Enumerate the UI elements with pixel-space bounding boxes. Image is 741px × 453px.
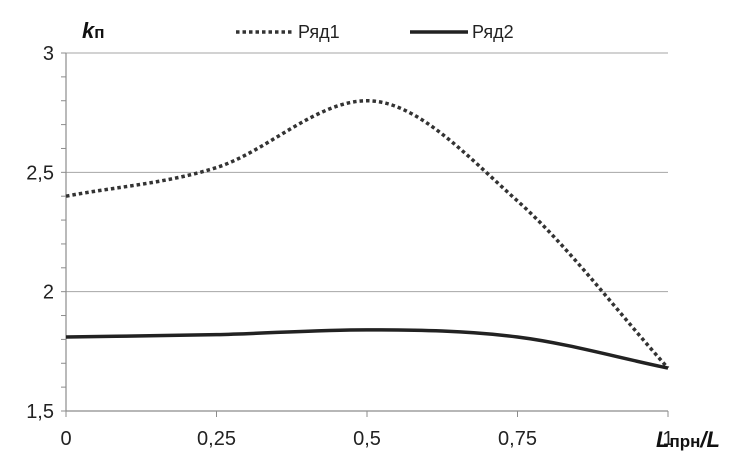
legend: Ряд1 Ряд2 [236,22,514,42]
x-axis-title: Lпрн/L [656,427,720,452]
axes [61,52,669,417]
x-tick-label: 0,5 [353,428,381,450]
x-tick-label: 1 [662,428,673,450]
y-axis-title: kп [82,18,105,43]
y-tick-label: 3 [43,43,54,65]
grid-lines [66,52,668,293]
x-tick-label: 0,25 [197,428,236,450]
series-line-1 [65,98,670,370]
y-tick-label: 2,5 [26,162,54,184]
y-tick-label: 2 [43,282,54,304]
series-lines [65,98,670,370]
legend-label-series-2: Ряд2 [472,22,514,42]
series-line-2 [65,328,669,370]
x-tick-label: 0,75 [498,428,537,450]
x-tick-label: 0 [60,428,71,450]
y-tick-label: 1,5 [26,401,54,423]
x-tick-labels: 0 0,25 0,5 0,75 1 [60,428,673,450]
legend-label-series-1: Ряд1 [298,22,340,42]
y-tick-labels: 1,5 2 2,5 3 [26,43,54,423]
